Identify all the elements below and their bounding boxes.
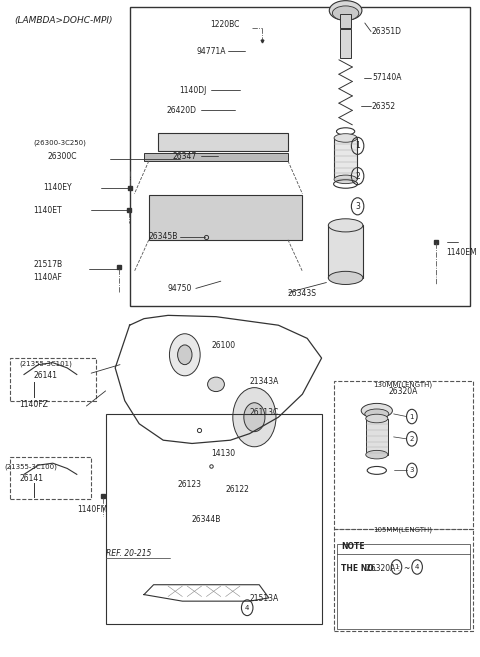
Bar	[328, 225, 363, 278]
Text: 26420D: 26420D	[167, 106, 197, 115]
Bar	[158, 133, 288, 151]
Ellipse shape	[366, 415, 388, 423]
Bar	[340, 29, 351, 58]
Bar	[340, 14, 351, 28]
Circle shape	[178, 345, 192, 365]
Bar	[334, 529, 473, 631]
Text: 26113C: 26113C	[250, 408, 279, 417]
Bar	[106, 414, 322, 624]
Text: (21355-3C100): (21355-3C100)	[5, 463, 58, 470]
Ellipse shape	[328, 219, 363, 232]
Text: THE NO.: THE NO.	[341, 564, 376, 573]
Text: (LAMBDA>DOHC-MPI): (LAMBDA>DOHC-MPI)	[14, 16, 113, 26]
Text: (26300-3C250): (26300-3C250)	[34, 139, 86, 146]
Bar	[334, 138, 357, 179]
Text: 57140A: 57140A	[372, 73, 401, 82]
Circle shape	[169, 334, 200, 376]
Text: 105MM(LENGTH): 105MM(LENGTH)	[374, 527, 432, 533]
Text: 3: 3	[355, 202, 360, 211]
Text: 1140EM: 1140EM	[446, 248, 477, 258]
Text: 26351D: 26351D	[372, 27, 402, 36]
Text: 130MM(LENGTH): 130MM(LENGTH)	[373, 381, 433, 388]
Text: 1140AF: 1140AF	[34, 273, 62, 283]
Bar	[149, 195, 302, 240]
Circle shape	[244, 403, 265, 432]
Text: REF. 20-215: REF. 20-215	[106, 549, 151, 558]
Text: 26100: 26100	[211, 340, 235, 350]
Ellipse shape	[365, 409, 389, 419]
Ellipse shape	[329, 1, 362, 20]
Bar	[144, 153, 288, 161]
Text: 26122: 26122	[226, 485, 250, 494]
Bar	[334, 381, 473, 529]
Bar	[10, 358, 96, 401]
Bar	[366, 419, 388, 455]
Text: 26347: 26347	[172, 152, 197, 161]
Text: 26320A :: 26320A :	[366, 564, 400, 573]
Text: 26300C: 26300C	[48, 152, 77, 161]
Text: 21343A: 21343A	[250, 377, 279, 386]
Text: 94771A: 94771A	[196, 47, 226, 56]
Text: 26141: 26141	[34, 371, 58, 380]
Text: 1140DJ: 1140DJ	[179, 86, 206, 95]
Text: 1: 1	[355, 141, 360, 150]
Bar	[10, 457, 91, 499]
Circle shape	[233, 388, 276, 447]
Text: 26345B: 26345B	[148, 232, 178, 241]
Ellipse shape	[334, 134, 357, 143]
Ellipse shape	[207, 377, 225, 392]
Text: 1: 1	[394, 564, 399, 570]
Text: 1: 1	[409, 413, 414, 420]
Ellipse shape	[366, 451, 388, 459]
Ellipse shape	[328, 271, 363, 284]
Text: 26141: 26141	[19, 474, 43, 483]
Ellipse shape	[334, 175, 357, 183]
Text: ~: ~	[404, 564, 410, 573]
Text: (21355-3C101): (21355-3C101)	[19, 360, 72, 367]
Text: 4: 4	[415, 564, 420, 570]
Text: 1140FZ: 1140FZ	[19, 400, 48, 409]
Text: 26320A: 26320A	[388, 387, 418, 396]
Text: 3: 3	[409, 467, 414, 474]
Text: 2: 2	[409, 436, 414, 442]
Text: 14130: 14130	[211, 449, 235, 458]
Text: 26352: 26352	[372, 102, 396, 111]
Text: 1140EY: 1140EY	[43, 183, 72, 193]
Text: 4: 4	[245, 604, 250, 611]
Bar	[130, 7, 470, 306]
Bar	[337, 544, 470, 629]
Text: 21517B: 21517B	[34, 260, 63, 269]
Text: NOTE: NOTE	[341, 541, 364, 551]
Ellipse shape	[361, 403, 393, 418]
Ellipse shape	[332, 6, 359, 20]
Text: 26123: 26123	[178, 480, 202, 489]
Text: 21513A: 21513A	[250, 594, 279, 603]
Text: 2: 2	[355, 171, 360, 181]
Text: 1140ET: 1140ET	[34, 206, 62, 215]
Text: 1140FM: 1140FM	[77, 505, 107, 514]
Text: 1220BC: 1220BC	[211, 20, 240, 29]
Text: 94750: 94750	[168, 284, 192, 293]
Text: 26343S: 26343S	[288, 289, 317, 298]
Text: 26344B: 26344B	[192, 515, 221, 524]
